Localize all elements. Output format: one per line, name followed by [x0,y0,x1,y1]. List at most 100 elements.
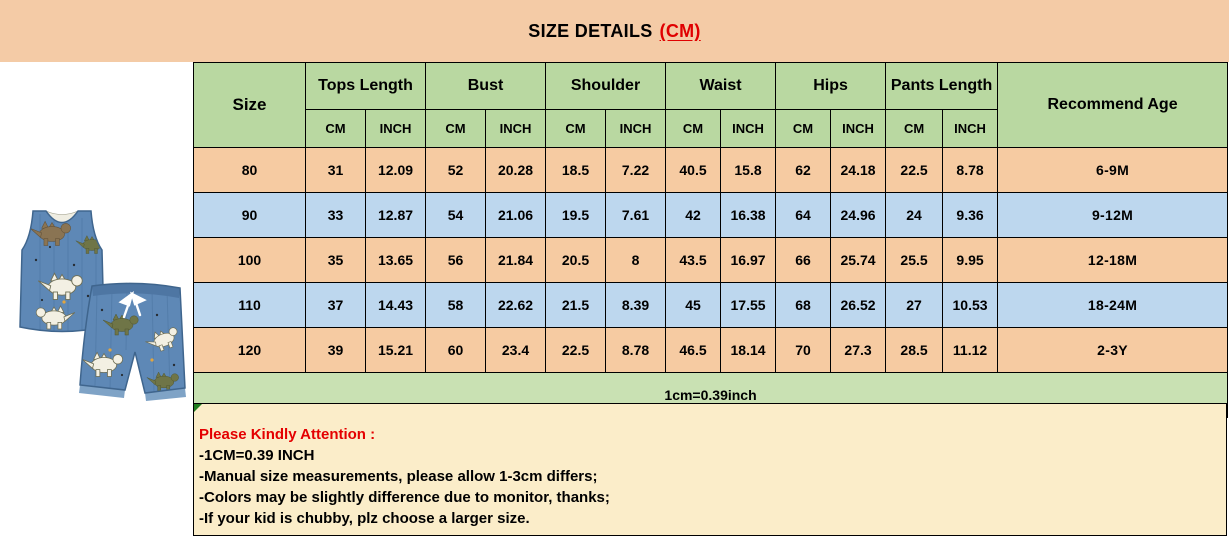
size-chart-table: Size Tops Length Bust Shoulder Waist Hip… [192,62,1229,418]
measurement-cell: 40.5 [665,147,722,193]
measurement-cell: 8.78 [942,147,999,193]
size-value: 80 [193,147,306,193]
column-header-recommend-age: Recommend Age [997,62,1229,148]
measurement-cell: 18.14 [720,327,777,373]
measurement-cell: 12.09 [364,147,427,193]
subheader-cm: CM [665,109,722,148]
recommend-age-value: 18-24M [997,282,1229,328]
measurement-cell: 21.5 [545,282,607,328]
measurement-cell: 14.43 [364,282,427,328]
measurement-cell: 66 [775,237,832,283]
measurement-cell: 9.95 [942,237,999,283]
measurement-cell: 8.39 [605,282,667,328]
subheader-cm: CM [775,109,832,148]
shorts-waistband [92,283,180,298]
column-header-pants-length: Pants Length [885,62,999,110]
measurement-cell: 52 [425,147,487,193]
product-photo [19,210,186,401]
measurement-cell: 45 [665,282,722,328]
measurement-cell: 16.97 [720,237,777,283]
measurement-cell: 68 [775,282,832,328]
size-value: 100 [193,237,306,283]
note-line: -Colors may be slightly difference due t… [199,489,610,506]
measurement-cell: 7.61 [605,192,667,238]
measurement-cell: 23.4 [485,327,547,373]
measurement-cell: 16.38 [720,192,777,238]
measurement-cell: 46.5 [665,327,722,373]
measurement-cell: 22.5 [545,327,607,373]
note-line: -Manual size measurements, please allow … [199,468,598,485]
subheader-cm: CM [885,109,944,148]
attention-notes-panel: Please Kindly Attention : -1CM=0.39 INCH… [193,403,1227,536]
measurement-cell: 13.65 [364,237,427,283]
measurement-cell: 11.12 [942,327,999,373]
measurement-cell: 20.28 [485,147,547,193]
size-value: 90 [193,192,306,238]
shorts-right-cuff [145,388,186,401]
size-value: 120 [193,327,306,373]
cell-corner-marker [194,404,202,412]
measurement-cell: 56 [425,237,487,283]
measurement-cell: 15.8 [720,147,777,193]
measurement-cell: 10.53 [942,282,999,328]
size-row-80: 80 31 12.09 52 20.28 18.5 7.22 40.5 15.8… [193,147,1229,193]
size-row-100: 100 35 13.65 56 21.84 20.5 8 43.5 16.97 … [193,237,1229,283]
measurement-cell: 7.22 [605,147,667,193]
subheader-cm: CM [305,109,366,148]
measurement-cell: 27 [885,282,944,328]
measurement-cell: 42 [665,192,722,238]
column-header-hips: Hips [775,62,887,110]
size-row-90: 90 33 12.87 54 21.06 19.5 7.61 42 16.38 … [193,192,1229,238]
measurement-cell: 24.18 [830,147,887,193]
subheader-inch: INCH [830,109,887,148]
measurement-cell: 8.78 [605,327,667,373]
column-header-shoulder: Shoulder [545,62,667,110]
banner-unit-cm: (CM) [659,20,701,41]
column-header-waist: Waist [665,62,777,110]
measurement-cell: 25.5 [885,237,944,283]
measurement-cell: 26.52 [830,282,887,328]
measurement-cell: 15.21 [364,327,427,373]
column-header-bust: Bust [425,62,547,110]
measurement-cell: 70 [775,327,832,373]
recommend-age-value: 6-9M [997,147,1229,193]
size-value: 110 [193,282,306,328]
measurement-cell: 31 [305,147,366,193]
size-row-110: 110 37 14.43 58 22.62 21.5 8.39 45 17.55… [193,282,1229,328]
measurement-cell: 62 [775,147,832,193]
recommend-age-value: 12-18M [997,237,1229,283]
measurement-cell: 9.36 [942,192,999,238]
size-row-120: 120 39 15.21 60 23.4 22.5 8.78 46.5 18.1… [193,327,1229,373]
column-header-size: Size [193,62,306,148]
note-line: -1CM=0.39 INCH [199,447,315,464]
measurement-cell: 33 [305,192,366,238]
subheader-inch: INCH [364,109,427,148]
measurement-cell: 27.3 [830,327,887,373]
measurement-cell: 21.06 [485,192,547,238]
measurement-cell: 8 [605,237,667,283]
shorts [79,282,186,401]
notes-heading: Please Kindly Attention : [199,426,376,443]
measurement-cell: 54 [425,192,487,238]
measurement-cell: 43.5 [665,237,722,283]
measurement-cell: 22.5 [885,147,944,193]
subheader-inch: INCH [485,109,547,148]
subheader-inch: INCH [720,109,777,148]
measurement-cell: 21.84 [485,237,547,283]
measurement-cell: 22.62 [485,282,547,328]
measurement-cell: 37 [305,282,366,328]
recommend-age-value: 2-3Y [997,327,1229,373]
measurement-cell: 28.5 [885,327,944,373]
shorts-left-cuff [79,385,125,398]
measurement-cell: 17.55 [720,282,777,328]
subheader-inch: INCH [605,109,667,148]
banner: SIZE DETAILS (CM) [0,0,1229,62]
measurement-cell: 18.5 [545,147,607,193]
subheader-cm: CM [545,109,607,148]
drawstring-bow [118,291,147,319]
note-line: -If your kid is chubby, plz choose a lar… [199,510,530,527]
measurement-cell: 24.96 [830,192,887,238]
subheader-cm: CM [425,109,487,148]
measurement-cell: 39 [305,327,366,373]
